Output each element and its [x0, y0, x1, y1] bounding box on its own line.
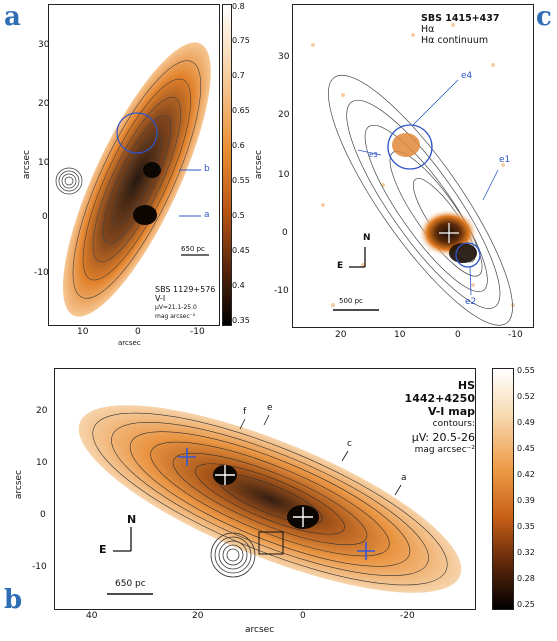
panel-a-map — [55, 42, 211, 317]
panel-a-xtick: 10 — [77, 327, 89, 337]
compass-n-b: N — [127, 513, 137, 526]
panel-a-colorbar — [222, 4, 232, 326]
compass-e-c: E — [337, 261, 344, 271]
panel-c-ytick: -10 — [274, 286, 289, 296]
panel-c-ytick: 30 — [278, 52, 290, 62]
compass-e-b: E — [99, 543, 107, 556]
panel-c-object: SBS 1415+437 — [421, 13, 500, 24]
panel-c-ytick: 10 — [278, 170, 290, 180]
panel-c-line1: Hα — [421, 24, 435, 35]
panel-a-ytick: 0 — [42, 212, 48, 222]
panel-b-cbar-tick: 0.52 — [517, 392, 535, 401]
panel-b-cbar-tick: 0.55 — [517, 366, 535, 375]
panel-b-ytick: -10 — [32, 562, 47, 572]
panel-b-cbar-tick: 0.42 — [517, 470, 535, 479]
panel-a-image: a b 650 pc SBS 1129+576 V-I μV=21.1-25.0… — [48, 4, 220, 326]
panel-a-xlabel: arcsec — [118, 339, 141, 347]
panel-c-legend: SBS 1415+437 Hα Hα continuum — [421, 13, 499, 46]
panel-a-cbar-tick: 0.35 — [232, 316, 250, 325]
panel-a-units: mag arcsec⁻² — [155, 313, 196, 320]
marker-a: a — [204, 210, 210, 220]
panel-a-contours: μV=21.1-25.0 — [155, 304, 197, 311]
panel-b-map-name: V-I map — [428, 405, 475, 418]
compass-n-c: N — [363, 233, 371, 243]
panel-b-xtick: 40 — [86, 611, 98, 621]
panel-a-ytick: -10 — [34, 268, 49, 278]
panel-a-ytick: 20 — [38, 99, 50, 109]
marker-e2: e2 — [465, 297, 477, 307]
panel-b-units: mag arcsec⁻² — [414, 445, 475, 455]
panel-b-cbar-tick: 0.39 — [517, 496, 535, 505]
scale-bar-label-c: 500 pc — [339, 297, 363, 305]
panel-b-legend: HS 1442+4250 V-I map contours: μV: 20.5-… — [385, 379, 475, 457]
panel-a-cbar-tick: 0.4 — [232, 281, 245, 290]
panel-b-colorbar — [492, 368, 514, 610]
panel-b-cbar-tick: 0.25 — [517, 600, 535, 609]
panel-a-ytick: 30 — [38, 40, 50, 50]
panel-c-line2: Hα continuum — [421, 35, 489, 46]
panel-c-xtick: 20 — [335, 330, 347, 340]
panel-c-xtick: -10 — [508, 330, 523, 340]
panel-a-cbar-label: arcsec — [254, 150, 264, 180]
panel-b-image: HS 1442+4250 V-I map contours: μV: 20.5-… — [54, 368, 476, 610]
panel-c-map — [311, 23, 515, 326]
panel-b-cbar-tick: 0.32 — [517, 548, 535, 557]
panel-letter-b: b — [4, 585, 23, 615]
panel-b-cbar-tick: 0.49 — [517, 418, 535, 427]
panel-a-object: SBS 1129+576 — [155, 285, 216, 294]
panel-c-xtick: 10 — [394, 330, 406, 340]
panel-a-cbar-tick: 0.6 — [232, 141, 245, 150]
marker-e4: e4 — [461, 71, 473, 81]
panel-a-cbar-tick: 0.75 — [232, 36, 250, 45]
panel-a-xtick: 0 — [135, 327, 141, 337]
panel-c-image: SBS 1415+437 Hα Hα continuum e4 e3 e1 e2… — [292, 4, 534, 328]
panel-b-xlabel: arcsec — [245, 625, 275, 635]
marker-b: b — [204, 164, 210, 174]
panel-a-legend: SBS 1129+576 V-I μV=21.1-25.0 mag arcsec… — [155, 285, 215, 321]
panel-b-xtick: 0 — [300, 611, 306, 621]
panel-a-map-name: V-I — [155, 294, 166, 303]
panel-letter-a: a — [4, 2, 21, 32]
panel-letter-c: c — [536, 2, 552, 32]
panel-a-cbar-tick: 0.65 — [232, 106, 250, 115]
marker-e1: e1 — [499, 155, 511, 165]
panel-b-cbar-tick: 0.45 — [517, 444, 535, 453]
marker-a-b: a — [401, 473, 407, 483]
panel-a-xtick: -10 — [190, 327, 205, 337]
panel-b-cbar-tick: 0.28 — [517, 574, 535, 583]
panel-a-ylabel: arcsec — [22, 150, 32, 180]
panel-b-contours: μV: 20.5-26 — [411, 431, 475, 444]
panel-a-cbar-tick: 0.8 — [232, 2, 245, 11]
panel-c-xtick: 0 — [455, 330, 461, 340]
panel-b-xtick: -20 — [400, 611, 415, 621]
panel-b-cbar-tick: 0.35 — [517, 522, 535, 531]
marker-f: f — [243, 407, 247, 417]
panel-c-ytick: 0 — [282, 228, 288, 238]
panel-b-ytick: 20 — [36, 406, 48, 416]
panel-a-cbar-tick: 0.7 — [232, 71, 245, 80]
panel-b-ytick: 0 — [40, 510, 46, 520]
scale-bar-label-a: 650 pc — [181, 245, 205, 253]
panel-b-xtick: 20 — [192, 611, 204, 621]
panel-b-ylabel: arcsec — [14, 470, 24, 500]
panel-b-contours-label: contours: — [432, 419, 475, 429]
panel-a-ytick: 10 — [38, 158, 50, 168]
panel-a-cbar-tick: 0.45 — [232, 246, 250, 255]
panel-b-ytick: 10 — [36, 458, 48, 468]
marker-e: e — [267, 403, 273, 413]
panel-c-ytick: 20 — [278, 110, 290, 120]
marker-e3: e3 — [369, 151, 378, 159]
scale-bar-label-b: 650 pc — [115, 579, 146, 589]
panel-a-cbar-tick: 0.55 — [232, 176, 250, 185]
panel-a-cbar-tick: 0.5 — [232, 211, 245, 220]
marker-c: c — [347, 439, 352, 449]
panel-b-object: HS 1442+4250 — [404, 379, 475, 405]
panel-b-map — [78, 405, 462, 595]
